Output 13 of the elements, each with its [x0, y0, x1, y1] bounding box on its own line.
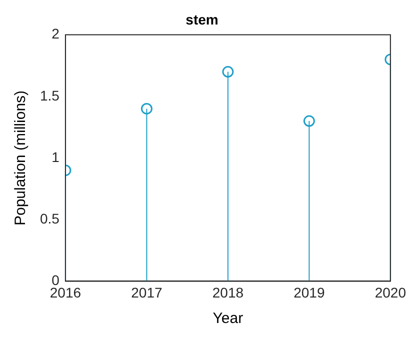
x-tick-label: 2019 — [294, 284, 325, 300]
y-tick-label: 2 — [52, 26, 60, 42]
point — [222, 66, 234, 78]
y-axis-title: Population (millions) — [12, 90, 30, 226]
x-tick-label: 2020 — [374, 284, 406, 300]
y-tick-label: 1 — [52, 148, 60, 165]
x-tick-label: 2018 — [212, 284, 244, 300]
chart-title: stem — [186, 11, 218, 28]
x-axis-title: Year — [212, 310, 244, 328]
x-tick-label: 2017 — [131, 284, 162, 300]
y-tick-label: 1.5 — [40, 87, 60, 104]
y-tick-label: 0.5 — [40, 210, 60, 226]
point — [303, 115, 315, 127]
